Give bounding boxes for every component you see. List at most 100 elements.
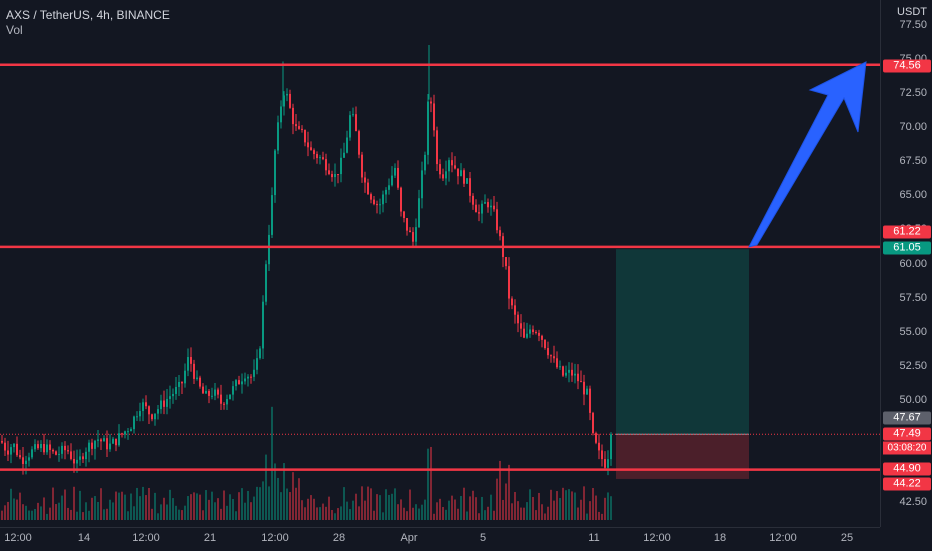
volume-bar: [391, 493, 393, 520]
candle-body: [556, 358, 558, 368]
candle-body: [34, 444, 36, 450]
candle-body: [361, 154, 363, 178]
candle-body: [163, 400, 165, 407]
volume-bar: [403, 507, 405, 520]
volume-bar: [571, 491, 573, 520]
volume-bar: [493, 510, 495, 520]
volume-bar: [316, 507, 318, 520]
candle-body: [145, 402, 147, 407]
stop-zone: [616, 434, 749, 479]
volume-bar: [142, 486, 144, 520]
candle-body: [232, 386, 234, 395]
volume-bar: [7, 501, 9, 520]
volume-bar: [568, 489, 570, 520]
candle-body: [565, 372, 567, 376]
candle-body: [217, 389, 219, 395]
volume-bar: [283, 463, 285, 520]
volume-bar: [256, 486, 258, 520]
price-tag-support: 44.90: [883, 462, 931, 476]
volume-bar: [151, 508, 153, 520]
volume-bar: [199, 494, 201, 520]
volume-bar: [490, 494, 492, 520]
candle-body: [424, 154, 426, 171]
volume-bar: [286, 488, 288, 520]
candle-body: [346, 137, 348, 153]
candle-body: [385, 189, 387, 195]
volume-bar: [4, 505, 6, 520]
volume-bar: [55, 504, 57, 520]
price-axis[interactable]: USDT 77.5075.0072.5070.0067.5065.0062.50…: [880, 0, 932, 527]
time-tick-label: 12:00: [4, 532, 32, 544]
candle-body: [580, 381, 582, 383]
candle-body: [22, 457, 24, 464]
candle-body: [208, 390, 210, 396]
volume-bar: [61, 495, 63, 520]
volume-bar: [295, 487, 297, 520]
candle-body: [604, 459, 606, 468]
volume-bar: [496, 478, 498, 520]
arrow-annotation: [748, 61, 867, 248]
price-chart[interactable]: [0, 0, 880, 527]
price-tick-label: 57.50: [899, 291, 927, 304]
volume-bar: [103, 509, 105, 520]
candle-body: [337, 174, 339, 176]
candle-body: [370, 194, 372, 200]
candle-body: [574, 373, 576, 376]
time-tick-label: 11: [588, 532, 600, 544]
candle-body: [178, 381, 180, 387]
volume-bar: [13, 498, 15, 520]
volume-bar: [46, 513, 48, 520]
candle-body: [349, 115, 351, 138]
volume-bar: [355, 493, 357, 520]
candle-body: [142, 402, 144, 411]
candle-body: [328, 170, 330, 175]
price-tick-label: 52.50: [899, 359, 927, 372]
volume-bar: [259, 487, 261, 520]
volume-bar: [166, 504, 168, 520]
volume-bar: [454, 499, 456, 520]
candle-body: [160, 400, 162, 410]
volume-bar: [328, 496, 330, 520]
candle-body: [253, 369, 255, 377]
currency-label[interactable]: USDT: [897, 6, 927, 18]
volume-bar: [505, 483, 507, 520]
candle-body: [112, 438, 114, 444]
volume-bar: [445, 509, 447, 520]
volume-bar: [364, 500, 366, 520]
volume-bar: [124, 494, 126, 520]
volume-bar: [268, 486, 270, 520]
candle-body: [214, 389, 216, 396]
volume-bar: [532, 496, 534, 520]
volume-bar: [226, 505, 228, 520]
volume-bar: [298, 478, 300, 520]
chart-area[interactable]: AXS / TetherUS, 4h, BINANCE Vol: [0, 0, 880, 527]
candle-body: [544, 339, 546, 349]
candle-body: [490, 205, 492, 208]
volume-bar: [175, 505, 177, 520]
price-tick-label: 60.00: [899, 257, 927, 270]
time-tick-label: 25: [840, 532, 854, 544]
volume-bar: [487, 506, 489, 520]
candle-body: [529, 329, 531, 334]
candle-body: [1, 440, 3, 443]
candle-body: [256, 358, 258, 370]
candle-body: [343, 152, 345, 158]
volume-bar: [322, 503, 324, 520]
volume-bar: [559, 497, 561, 520]
volume-bar: [379, 495, 381, 520]
volume-bar: [247, 490, 249, 520]
volume-bar: [436, 502, 438, 520]
volume-bar: [475, 497, 477, 520]
volume-bar: [541, 504, 543, 520]
volume-bar: [52, 487, 54, 520]
time-axis[interactable]: 12:00 14 12:00 21 12:00 28 Apr 5 11 12:00 18 12:00 2…: [0, 527, 880, 551]
volume-bar: [376, 494, 378, 520]
candle-body: [157, 409, 159, 414]
candle-body: [37, 444, 39, 449]
volume-bar: [85, 502, 87, 520]
candle-body: [589, 388, 591, 413]
price-tick-label: 77.50: [899, 18, 927, 31]
price-tick-label: 70.00: [899, 120, 927, 133]
candle-body: [322, 157, 324, 160]
candle-body: [169, 396, 171, 399]
